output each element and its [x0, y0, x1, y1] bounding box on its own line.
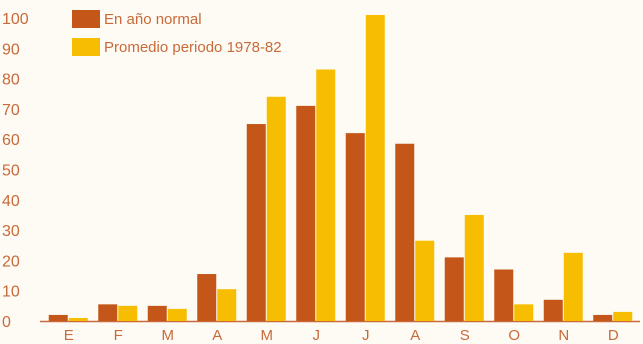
bar-series-2-8 [415, 240, 435, 321]
bar-series-2-11 [563, 252, 583, 321]
x-tick-label: O [508, 327, 520, 344]
x-tick-label: F [114, 327, 123, 344]
bar-series-1-3 [147, 305, 167, 321]
bar-series-2-12 [613, 311, 633, 321]
y-tick-label: 90 [2, 41, 20, 58]
x-tick-label: J [313, 327, 321, 344]
bar-series-1-7 [345, 133, 365, 321]
x-tick-label: N [558, 327, 569, 344]
y-tick-label: 80 [2, 72, 20, 89]
bar-series-1-11 [543, 299, 563, 321]
bar-series-2-7 [365, 14, 385, 321]
bar-series-1-12 [593, 314, 613, 321]
bar-series-1-1 [48, 314, 68, 321]
y-tick-label: 50 [2, 163, 20, 180]
bar-series-2-2 [118, 305, 138, 321]
bars [48, 14, 633, 322]
bar-series-2-6 [316, 69, 336, 321]
x-tick-label: E [64, 327, 74, 344]
x-tick-label: M [261, 327, 274, 344]
bar-series-2-10 [514, 304, 534, 321]
bar-series-1-2 [98, 304, 118, 321]
x-tick-label: J [362, 327, 370, 344]
bar-series-2-4 [217, 289, 237, 321]
x-tick-label: A [410, 327, 420, 344]
y-tick-label: 70 [2, 102, 20, 119]
bar-series-1-9 [444, 257, 464, 321]
bar-series-1-10 [494, 269, 514, 321]
bar-series-1-5 [246, 124, 266, 321]
legend-label: Promedio periodo 1978-82 [104, 39, 282, 56]
x-tick-label: A [212, 327, 222, 344]
legend-label: En año normal [104, 11, 202, 28]
y-tick-label: 60 [2, 132, 20, 149]
bar-series-2-5 [266, 96, 286, 321]
legend: En año normal Promedio periodo 1978-82 [72, 10, 282, 56]
y-tick-label: 30 [2, 223, 20, 240]
bar-series-2-1 [68, 317, 88, 321]
x-tick-label: M [162, 327, 175, 344]
bar-series-1-8 [395, 143, 415, 321]
y-tick-label: 20 [2, 253, 20, 270]
bar-series-1-4 [197, 274, 217, 321]
x-tick-label: S [460, 327, 470, 344]
bar-series-2-9 [464, 214, 484, 321]
bar-series-1-6 [296, 105, 316, 322]
legend-swatch [72, 38, 100, 56]
x-tick-label: D [608, 327, 619, 344]
y-axis: 0 10 20 30 40 50 60 70 80 90 100 [2, 11, 29, 331]
bar-series-2-3 [167, 308, 187, 321]
y-tick-label: 40 [2, 193, 20, 210]
legend-swatch [72, 10, 100, 28]
y-tick-label: 100 [2, 11, 29, 28]
y-tick-label: 0 [2, 314, 11, 331]
y-tick-label: 10 [2, 284, 20, 301]
